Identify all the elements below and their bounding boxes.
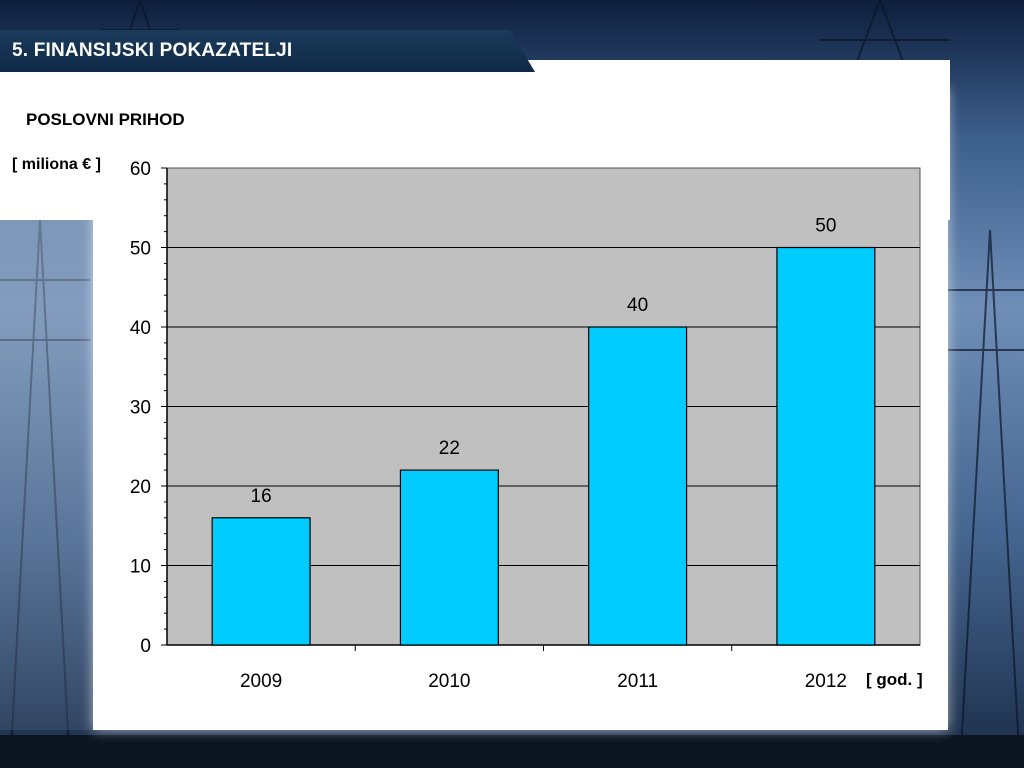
data-label: 16 — [251, 486, 272, 507]
data-label: 40 — [627, 295, 648, 316]
page-title: 5. FINANSIJSKI POKAZATELJI — [12, 40, 293, 61]
data-label: 22 — [439, 438, 460, 459]
y-tick-label: 0 — [140, 636, 151, 657]
x-tick-label: 2009 — [240, 671, 282, 692]
y-tick-label: 30 — [130, 398, 151, 419]
bar — [399, 469, 499, 646]
title-bar — [0, 30, 535, 72]
y-tick-label: 60 — [130, 159, 151, 180]
y-tick-label: 10 — [130, 557, 151, 578]
x-tick-label: 2012 — [805, 671, 847, 692]
bar — [776, 246, 876, 646]
x-tick-label: 2011 — [617, 671, 658, 692]
background-panel — [0, 210, 96, 730]
y-tick-label: 20 — [130, 477, 151, 498]
y-axis-label: [ miliona € ] — [12, 156, 101, 173]
x-tick-label: 2010 — [428, 671, 470, 692]
chart-title: POSLOVNI PRIHOD — [26, 110, 185, 129]
data-label: 50 — [815, 216, 836, 237]
x-axis-label: [ god. ] — [866, 670, 923, 689]
bar — [588, 326, 688, 646]
bar — [211, 517, 311, 646]
y-tick-label: 50 — [130, 239, 151, 260]
y-tick-label: 40 — [130, 318, 151, 339]
